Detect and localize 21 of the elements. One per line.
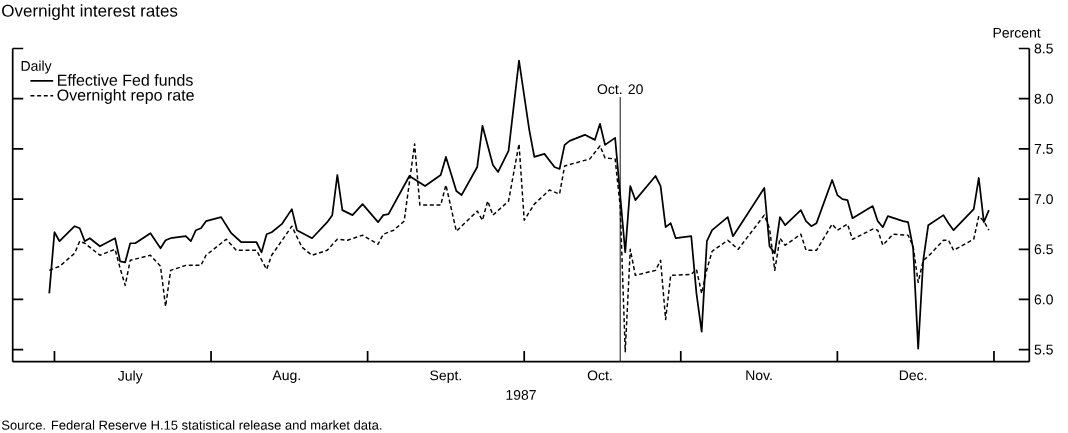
y-tick-label: 7.0: [1034, 194, 1053, 205]
legend-label: Effective Fed funds: [58, 74, 193, 86]
y-tick-label: 6.0: [1034, 294, 1053, 305]
y-tick-label: 5.5: [1034, 344, 1053, 355]
x-axis-title: 1987: [506, 389, 536, 400]
x-tick-label: Dec.: [899, 370, 927, 381]
legend-title: Daily: [21, 60, 52, 74]
y-tick-label: 6.5: [1034, 244, 1053, 255]
x-tick-label: Sept.: [430, 370, 461, 384]
x-tick-label: Aug.: [272, 370, 300, 383]
chart-title: Overnight interest rates: [2, 4, 178, 21]
y-tick-label: 7.5: [1034, 144, 1053, 154]
x-tick-label: Nov.: [746, 370, 772, 381]
legend-label: Overnight repo rate: [57, 89, 194, 104]
y-tick-label: 8.0: [1034, 93, 1053, 104]
source-note: Source. Federal Reserve H.15 statistical release and market data.: [1, 420, 382, 430]
ref-line-label: Oct. 20: [597, 84, 643, 95]
y-axis-title: Percent: [993, 27, 1041, 38]
x-tick-label: Oct.: [587, 370, 612, 381]
x-tick-label: July: [117, 370, 143, 384]
y-tick-label: 8.5: [1034, 43, 1053, 54]
